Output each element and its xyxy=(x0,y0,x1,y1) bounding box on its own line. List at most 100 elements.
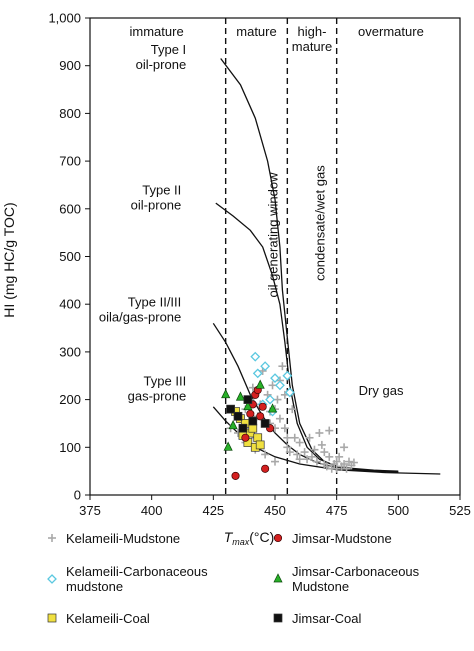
zone-label: overmature xyxy=(358,24,424,39)
x-axis-title-unit: (°C) xyxy=(249,529,274,545)
x-tick-label: 475 xyxy=(326,503,348,518)
data-point xyxy=(256,412,265,421)
data-point xyxy=(248,423,258,433)
data-point xyxy=(275,414,284,423)
data-point xyxy=(252,368,263,379)
data-point xyxy=(283,443,292,452)
legend-marker xyxy=(47,574,57,584)
legend-marker xyxy=(47,613,57,623)
data-point xyxy=(282,370,293,381)
data-point xyxy=(305,433,314,442)
legend-label: Kelameili-Carbonaceous mudstone xyxy=(66,564,208,594)
data-point xyxy=(261,450,270,459)
data-point xyxy=(267,403,278,413)
zone-label-line: overmature xyxy=(358,24,424,39)
data-point xyxy=(293,450,302,459)
data-point xyxy=(284,387,295,398)
x-tick-label: 375 xyxy=(79,503,101,518)
type-label-line: Type I xyxy=(151,42,186,57)
series-jimsar-coal xyxy=(226,395,270,433)
zone-label-line: mature xyxy=(236,24,276,39)
y-tick-label: 700 xyxy=(59,154,81,169)
data-point xyxy=(300,448,309,457)
type-label-line: gas-prone xyxy=(128,388,187,403)
data-point xyxy=(221,389,231,399)
legend-label: Kelameili-Mudstone xyxy=(66,530,181,546)
type-label-line: Type III xyxy=(144,373,187,388)
legend-marker-shape xyxy=(273,573,283,583)
data-point xyxy=(340,459,349,468)
data-point xyxy=(349,458,358,467)
series-jimsar-carbonaceous-mudstone xyxy=(221,379,278,451)
x-axis-title-main: T xyxy=(224,529,234,545)
legend-label: Jimsar-Carbonaceous Mudstone xyxy=(292,564,420,594)
data-point xyxy=(280,424,289,433)
legend-item: Jimsar-Coal xyxy=(270,610,361,626)
data-point xyxy=(243,400,253,411)
legend-marker-shape xyxy=(273,533,283,543)
data-point xyxy=(260,419,270,428)
zone-label-line: immature xyxy=(130,24,184,39)
data-point xyxy=(243,395,253,404)
zone-label: mature xyxy=(236,24,276,39)
x-axis-title: Tmax(°C) xyxy=(224,529,275,547)
y-axis-title: HI (mg HC/g TOC) xyxy=(1,202,17,317)
data-point xyxy=(260,361,271,372)
legend-label: Kelameili-Coal xyxy=(66,610,150,626)
zone-label: immature xyxy=(130,24,184,39)
legend-item: Kelameili-Mudstone xyxy=(44,530,180,546)
x-tick-label: 450 xyxy=(264,503,286,518)
legend-marker xyxy=(273,613,283,623)
legend: Kelameili-Mudstone Jimsar-Mudstone Kelamei… xyxy=(0,530,474,648)
data-point xyxy=(223,441,233,451)
data-point xyxy=(258,402,267,411)
y-tick-label: 0 xyxy=(74,488,81,503)
data-point xyxy=(285,448,294,457)
data-point xyxy=(278,362,287,371)
y-tick-label: 300 xyxy=(59,344,81,359)
type-label: Type II/III oila/gas-prone xyxy=(99,295,181,325)
legend-item: Kelameili-Coal xyxy=(44,610,150,626)
vertical-annotation: condensate/wet gas xyxy=(312,165,327,281)
legend-marker-shape xyxy=(273,613,283,623)
data-point xyxy=(275,380,285,391)
data-point xyxy=(322,462,331,471)
data-point xyxy=(228,420,238,430)
y-tick-label: 500 xyxy=(59,249,81,264)
data-point xyxy=(325,452,334,461)
y-tick-label: 400 xyxy=(59,297,81,312)
type-label-line: Type II/III xyxy=(128,295,181,310)
data-point xyxy=(308,452,316,461)
type-label: Type II oil-prone xyxy=(131,182,182,212)
data-point xyxy=(265,394,275,405)
legend-marker xyxy=(273,533,283,543)
data-point xyxy=(317,440,326,449)
data-point xyxy=(235,391,246,401)
vertical-annotation: oil generating window xyxy=(265,172,280,298)
data-point xyxy=(238,423,248,433)
y-tick-label: 200 xyxy=(59,392,81,407)
data-point xyxy=(231,471,240,480)
x-tick-label: 400 xyxy=(141,503,163,518)
data-point xyxy=(246,409,255,418)
data-point xyxy=(312,457,321,466)
data-point xyxy=(320,448,329,457)
type-label-line: oil-prone xyxy=(131,197,182,212)
x-tick-label: 500 xyxy=(387,503,409,518)
x-tick-label: 425 xyxy=(202,503,224,518)
type-label-line: oila/gas-prone xyxy=(99,310,181,325)
legend-label: Jimsar-Coal xyxy=(292,610,362,626)
data-point xyxy=(270,373,280,384)
type-curve xyxy=(215,202,399,472)
data-point xyxy=(233,411,243,421)
data-point xyxy=(241,433,250,442)
data-point xyxy=(295,455,304,464)
legend-item: Jimsar-Carbonaceous Mudstone xyxy=(270,564,419,594)
type-label-line: oil-prone xyxy=(136,57,187,72)
y-tick-label: 800 xyxy=(59,106,81,121)
y-tick-label: 1,000 xyxy=(48,11,81,26)
axes: 375 400 425 450 475 500 525 0 100 200 300 400 500 600… xyxy=(48,11,470,519)
data-point xyxy=(325,426,334,435)
zone-label-line: high- xyxy=(298,24,327,39)
data-point xyxy=(283,433,292,442)
